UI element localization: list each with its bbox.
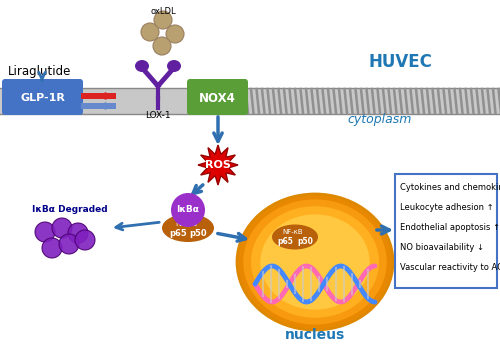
Text: HUVEC: HUVEC [368, 53, 432, 71]
Circle shape [52, 218, 72, 238]
Circle shape [75, 230, 95, 250]
Text: NF-κB: NF-κB [175, 218, 197, 227]
Text: GLP-1R: GLP-1R [20, 93, 65, 103]
Circle shape [171, 193, 205, 227]
Ellipse shape [251, 206, 379, 318]
Text: Endothelial apoptosis ↑: Endothelial apoptosis ↑ [400, 223, 500, 231]
Circle shape [42, 238, 62, 258]
Text: oxLDL: oxLDL [150, 8, 176, 17]
Ellipse shape [272, 225, 318, 249]
Text: p65: p65 [277, 237, 293, 246]
Text: IκBα Degraded: IκBα Degraded [32, 206, 108, 215]
Ellipse shape [167, 60, 181, 72]
Text: Vascular reactivity to ACH ↓: Vascular reactivity to ACH ↓ [400, 263, 500, 272]
Text: Leukocyte adhesion ↑: Leukocyte adhesion ↑ [400, 203, 494, 211]
Circle shape [141, 23, 159, 41]
Polygon shape [198, 145, 238, 185]
Ellipse shape [260, 214, 370, 309]
Text: p65: p65 [169, 228, 187, 237]
Ellipse shape [243, 199, 387, 325]
Text: nucleus: nucleus [285, 328, 345, 342]
Text: cytoplasm: cytoplasm [348, 114, 412, 127]
Circle shape [68, 223, 88, 243]
Circle shape [59, 234, 79, 254]
Circle shape [153, 37, 171, 55]
Circle shape [166, 25, 184, 43]
Text: NF-κB: NF-κB [282, 229, 304, 235]
Bar [81, 93, 116, 99]
Bar [81, 103, 116, 109]
Text: NOX4: NOX4 [199, 91, 236, 105]
FancyBboxPatch shape [187, 79, 248, 115]
Text: Liraglutide: Liraglutide [8, 66, 72, 79]
Text: LOX-1: LOX-1 [145, 110, 171, 119]
Text: p50: p50 [189, 228, 207, 237]
Circle shape [154, 11, 172, 29]
FancyBboxPatch shape [2, 79, 83, 115]
FancyBboxPatch shape [395, 174, 497, 288]
Text: NO bioavailability ↓: NO bioavailability ↓ [400, 243, 484, 252]
Bar [0, 88, 500, 114]
Text: p50: p50 [297, 237, 313, 246]
Ellipse shape [162, 214, 214, 242]
Text: ROS: ROS [205, 160, 231, 170]
Text: IκBα: IκBα [176, 206, 200, 215]
Ellipse shape [135, 60, 149, 72]
Circle shape [35, 222, 55, 242]
Text: Cytokines and chemokines ↑: Cytokines and chemokines ↑ [400, 183, 500, 191]
Ellipse shape [237, 194, 393, 330]
